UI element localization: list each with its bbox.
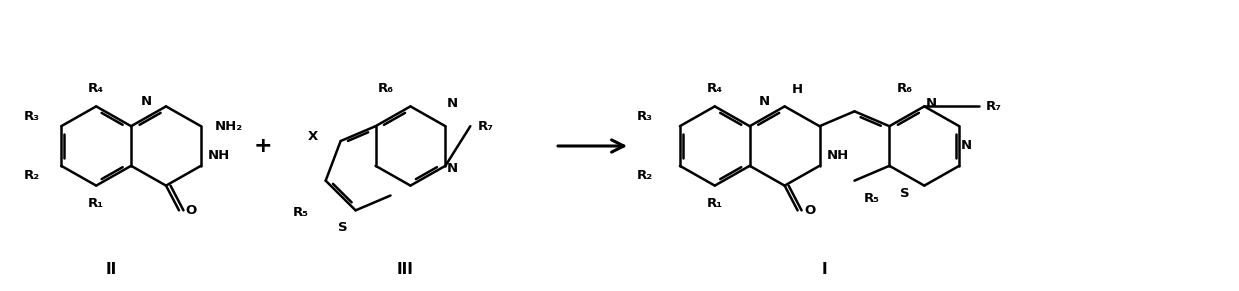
Text: R₅: R₅ <box>864 192 880 205</box>
Text: III: III <box>396 262 414 277</box>
Text: R₆: R₆ <box>378 82 394 95</box>
Text: R₄: R₄ <box>88 82 104 95</box>
Text: N: N <box>447 97 458 110</box>
Text: NH: NH <box>826 149 849 162</box>
Text: H: H <box>792 83 803 96</box>
Text: R₅: R₅ <box>292 206 309 219</box>
Text: NH₂: NH₂ <box>214 120 243 133</box>
Text: +: + <box>254 136 273 156</box>
Text: R₂: R₂ <box>637 169 653 182</box>
Text: R₁: R₁ <box>706 197 722 210</box>
Text: N: N <box>447 162 458 175</box>
Text: S: S <box>338 221 347 234</box>
Text: N: N <box>760 95 771 108</box>
Text: S: S <box>900 187 909 200</box>
Text: O: O <box>804 204 815 217</box>
Text: R₄: R₄ <box>706 82 722 95</box>
Text: N: N <box>140 95 151 108</box>
Text: R₃: R₃ <box>24 110 40 123</box>
Text: R₁: R₁ <box>88 197 104 210</box>
Text: N: N <box>960 139 971 152</box>
Text: R₃: R₃ <box>637 110 653 123</box>
Text: N: N <box>926 97 937 110</box>
Text: R₆: R₆ <box>896 82 912 95</box>
Text: I: I <box>821 262 828 277</box>
Text: NH: NH <box>208 149 230 162</box>
Text: X: X <box>307 129 318 143</box>
Text: R₇: R₇ <box>477 120 493 133</box>
Text: R₂: R₂ <box>24 169 40 182</box>
Text: R₇: R₇ <box>986 100 1002 113</box>
Text: II: II <box>105 262 116 277</box>
Text: O: O <box>186 204 197 217</box>
